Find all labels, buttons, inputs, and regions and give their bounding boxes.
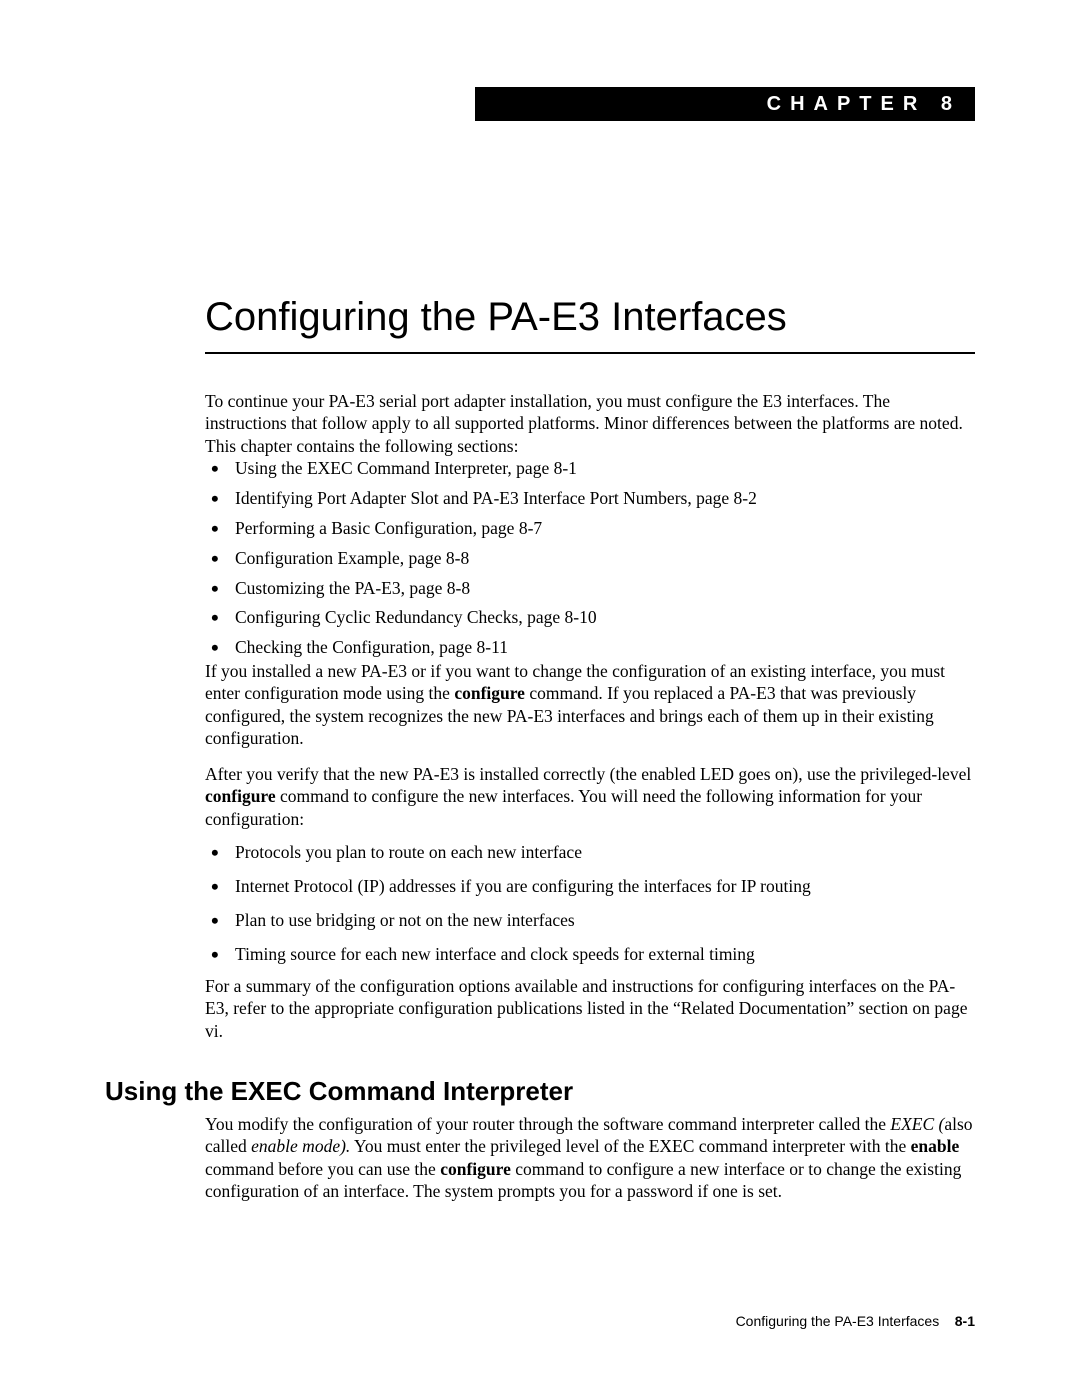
- text-run: command before you can use the: [205, 1159, 440, 1179]
- toc-item: Performing a Basic Configuration, page 8…: [205, 518, 975, 540]
- body-paragraph: For a summary of the configuration optio…: [205, 975, 975, 1042]
- chapter-number: 8: [941, 93, 961, 116]
- toc-item: Identifying Port Adapter Slot and PA-E3 …: [205, 488, 975, 510]
- footer-title: Configuring the PA-E3 Interfaces: [736, 1313, 940, 1329]
- term-italic: enable mode).: [251, 1136, 350, 1156]
- chapter-label: CHAPTER: [767, 93, 927, 116]
- toc-list: Using the EXEC Command Interpreter, page…: [205, 458, 975, 667]
- toc-item: Customizing the PA-E3, page 8-8: [205, 578, 975, 600]
- info-list-item: Internet Protocol (IP) addresses if you …: [205, 876, 975, 898]
- page-footer: Configuring the PA-E3 Interfaces 8-1: [736, 1313, 975, 1329]
- info-list-item: Protocols you plan to route on each new …: [205, 842, 975, 864]
- body-paragraph: If you installed a new PA-E3 or if you w…: [205, 660, 975, 750]
- term-italic: EXEC (: [890, 1114, 944, 1134]
- text-run: You must enter the privileged level of t…: [350, 1136, 910, 1156]
- text-run: After you verify that the new PA-E3 is i…: [205, 764, 971, 784]
- command-keyword: configure: [205, 786, 276, 806]
- text-run: command to configure the new interfaces.…: [205, 786, 922, 828]
- toc-item: Checking the Configuration, page 8-11: [205, 637, 975, 659]
- info-list-item: Plan to use bridging or not on the new i…: [205, 910, 975, 932]
- command-keyword: enable: [911, 1136, 960, 1156]
- toc-item: Configuring Cyclic Redundancy Checks, pa…: [205, 607, 975, 629]
- toc-item: Using the EXEC Command Interpreter, page…: [205, 458, 975, 480]
- intro-paragraph: To continue your PA-E3 serial port adapt…: [205, 390, 975, 457]
- info-list-item: Timing source for each new interface and…: [205, 944, 975, 966]
- section-heading: Using the EXEC Command Interpreter: [105, 1076, 573, 1107]
- text-run: You modify the configuration of your rou…: [205, 1114, 890, 1134]
- body-paragraph: After you verify that the new PA-E3 is i…: [205, 763, 975, 830]
- info-list: Protocols you plan to route on each new …: [205, 842, 975, 978]
- chapter-title: Configuring the PA-E3 Interfaces: [205, 295, 975, 354]
- command-keyword: configure: [454, 683, 525, 703]
- chapter-label-bar: CHAPTER 8: [475, 87, 975, 121]
- toc-item: Configuration Example, page 8-8: [205, 548, 975, 570]
- command-keyword: configure: [440, 1159, 511, 1179]
- body-paragraph: You modify the configuration of your rou…: [205, 1113, 975, 1203]
- footer-page-number: 8-1: [955, 1313, 975, 1329]
